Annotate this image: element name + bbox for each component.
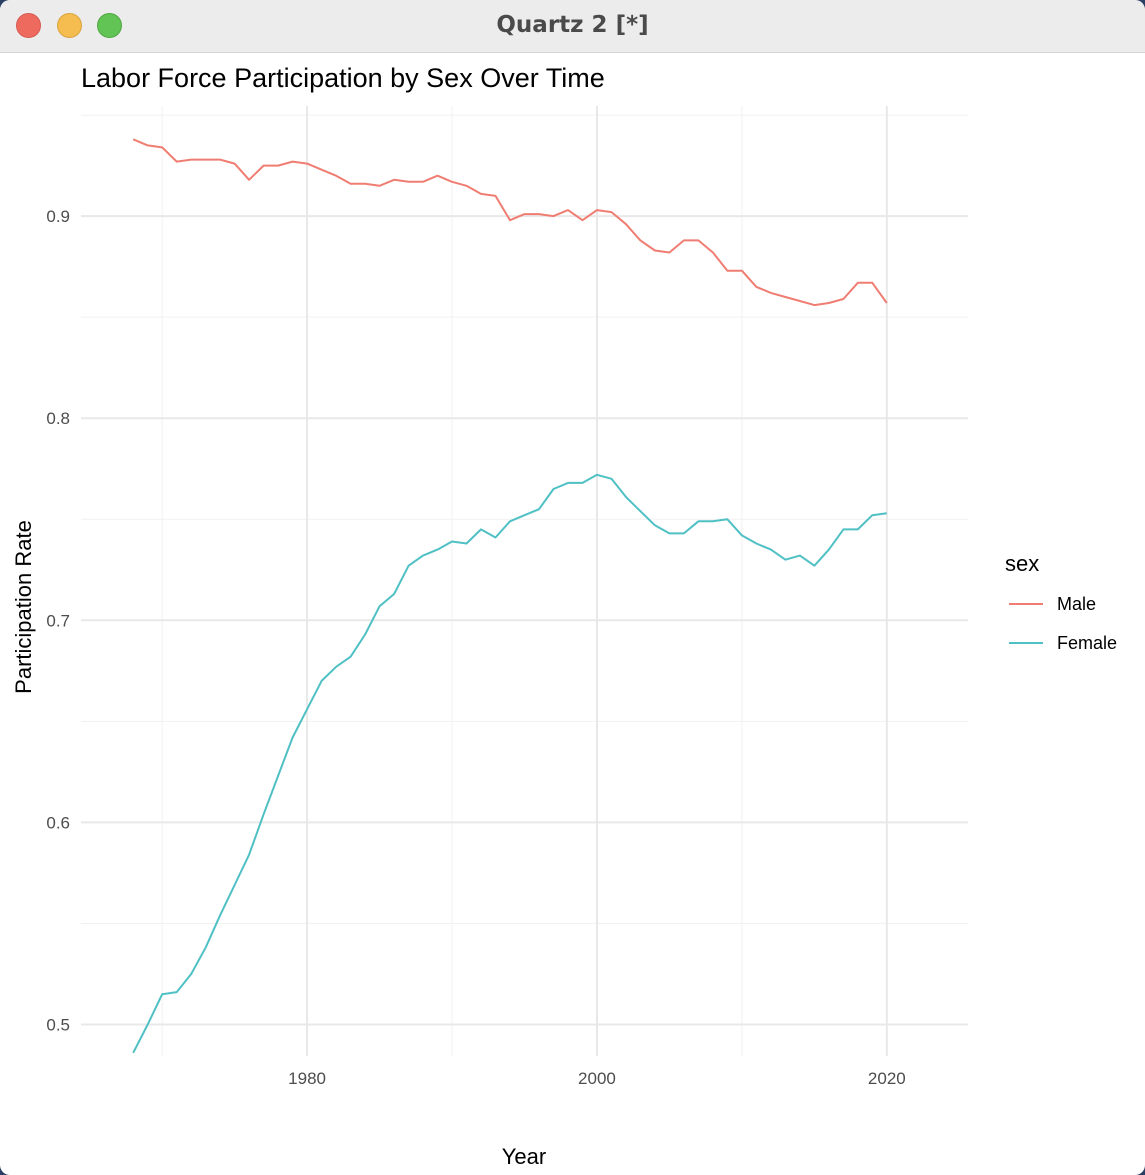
legend-label-male: Male [1057,594,1096,614]
zoom-window-button[interactable] [97,13,122,38]
line-chart: 0.5 0.6 0.7 0.8 0.9 1980 2000 2020 Labor Force… [11,63,1117,1169]
y-tick-label: 0.9 [46,207,70,226]
y-axis-label: Participation Rate [11,520,36,694]
legend-title: sex [1005,551,1039,576]
x-tick-label: 1980 [288,1069,326,1088]
x-axis-label: Year [502,1144,546,1169]
x-tick-label: 2020 [868,1069,906,1088]
close-window-button[interactable] [16,13,41,38]
x-tick-labels: 1980 2000 2020 [288,1069,906,1088]
legend: sex Male Female [1005,551,1117,653]
title-bar[interactable]: Quartz 2 [*] [0,0,1145,53]
legend-label-female: Female [1057,633,1117,653]
y-tick-label: 0.5 [46,1015,70,1034]
chart-title: Labor Force Participation by Sex Over Ti… [81,63,605,93]
window-title: Quartz 2 [*] [496,12,649,38]
x-tick-label: 2000 [578,1069,616,1088]
y-tick-labels: 0.5 0.6 0.7 0.8 0.9 [46,207,70,1034]
series-line-female [132,473,887,1054]
y-tick-label: 0.6 [46,813,70,832]
y-tick-label: 0.7 [46,611,70,630]
minor-gridlines [81,106,968,1056]
series-lines [132,138,888,1054]
major-gridlines [81,106,968,1056]
series-line-male [132,138,888,307]
minimize-window-button[interactable] [57,13,82,38]
y-tick-label: 0.8 [46,409,70,428]
